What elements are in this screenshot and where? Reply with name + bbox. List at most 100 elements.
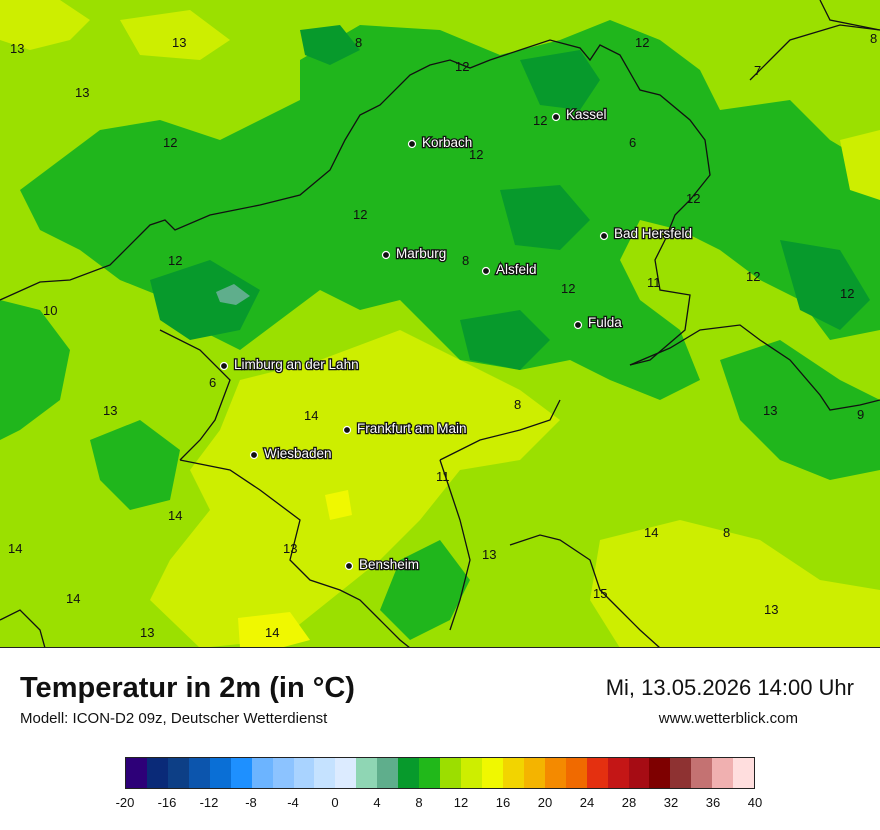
region-borders (0, 0, 880, 648)
temperature-value: 11 (647, 275, 661, 290)
temperature-value: 12 (168, 253, 182, 268)
legend-tick-label: 20 (537, 795, 553, 810)
temperature-value: 11 (436, 469, 450, 484)
legend-tick-label: -12 (199, 795, 219, 810)
city-marker (342, 425, 352, 435)
legend-swatch (167, 758, 189, 788)
legend-tick-label: 16 (495, 795, 511, 810)
temperature-value: 6 (209, 375, 216, 390)
legend-swatch (440, 758, 461, 788)
temperature-value: 9 (857, 407, 864, 422)
temperature-value: 10 (43, 303, 57, 318)
city-fulda[interactable]: Fulda (573, 314, 624, 331)
cities: Kassel Korbach Bad Hersfeld Marburg Alsf… (219, 106, 693, 573)
temperature-value: 12 (561, 281, 575, 296)
city-marker (249, 450, 259, 460)
temperature-value: 12 (686, 191, 700, 206)
legend-tick-label: 12 (453, 795, 469, 810)
legend-swatch (188, 758, 210, 788)
city-marker (381, 250, 391, 260)
temperature-value: 13 (763, 403, 777, 418)
temperature-value: 13 (482, 547, 496, 562)
city-label: Bad Hersfeld (614, 226, 692, 241)
temperature-value: 13 (140, 625, 154, 640)
legend-swatch (398, 758, 420, 788)
legend-tick-label: -4 (287, 795, 299, 810)
temperature-value: 12 (163, 135, 177, 150)
legend-tick-label: -20 (115, 795, 135, 810)
city-bad-hersfeld[interactable]: Bad Hersfeld (599, 225, 693, 242)
legend-tick-label: 32 (663, 795, 679, 810)
temperature-value: 7 (754, 63, 761, 78)
city-wiesbaden[interactable]: Wiesbaden (249, 445, 333, 462)
city-label: Korbach (422, 135, 472, 150)
legend-swatch (586, 758, 608, 788)
legend-swatch (377, 758, 399, 788)
legend-swatch (733, 758, 755, 788)
legend-swatch (565, 758, 587, 788)
temperature-value: 15 (593, 586, 607, 601)
temperature-values: 13 13 8 12 8 12 7 13 12 12 12 6 12 12 12… (8, 31, 877, 640)
city-label: Bensheim (359, 557, 419, 572)
legend-swatch (607, 758, 629, 788)
temperature-value: 13 (764, 602, 778, 617)
city-limburg-an-der-lahn[interactable]: Limburg an der Lahn (219, 356, 360, 373)
city-bensheim[interactable]: Bensheim (344, 556, 420, 573)
temperature-field (0, 0, 880, 648)
legend-swatch (230, 758, 252, 788)
temperature-value: 14 (8, 541, 22, 556)
legend-tick-label: -16 (157, 795, 177, 810)
city-label: Wiesbaden (264, 446, 332, 461)
city-alsfeld[interactable]: Alsfeld (481, 261, 538, 278)
city-marker (219, 361, 229, 371)
temperature-value: 8 (870, 31, 877, 46)
temperature-value: 12 (353, 207, 367, 222)
city-label: Limburg an der Lahn (234, 357, 359, 372)
legend-swatch (335, 758, 357, 788)
city-marker (344, 561, 354, 571)
temperature-value: 14 (304, 408, 318, 423)
temperature-value: 12 (635, 35, 649, 50)
legend-swatch (502, 758, 524, 788)
temperature-value: 13 (172, 35, 186, 50)
temperature-value: 8 (514, 397, 521, 412)
legend-swatch (356, 758, 378, 788)
city-label: Marburg (396, 246, 446, 261)
temperature-map: 13 13 8 12 8 12 7 13 12 12 12 6 12 12 12… (0, 0, 880, 648)
temperature-value: 12 (840, 286, 854, 301)
legend-swatch (209, 758, 231, 788)
city-marker (407, 139, 417, 149)
city-marker (481, 266, 491, 276)
legend-swatch (272, 758, 294, 788)
forecast-datetime: Mi, 13.05.2026 14:00 Uhr (605, 675, 854, 700)
legend-swatch (670, 758, 692, 788)
city-label: Kassel (566, 107, 607, 122)
legend-tick-label: -8 (245, 795, 257, 810)
legend-swatch (126, 758, 147, 788)
city-korbach[interactable]: Korbach (407, 134, 474, 151)
temperature-value: 14 (644, 525, 658, 540)
legend-swatch (481, 758, 503, 788)
temperature-value: 12 (469, 147, 483, 162)
website-link[interactable]: www.wetterblick.com (658, 710, 798, 727)
city-label: Fulda (588, 315, 622, 330)
temperature-value: 12 (746, 269, 760, 284)
legend-swatch (251, 758, 273, 788)
temperature-value: 13 (283, 541, 297, 556)
legend-tick-label: 0 (331, 795, 339, 810)
temperature-value: 8 (462, 253, 469, 268)
city-frankfurt-am-main[interactable]: Frankfurt am Main (342, 420, 468, 437)
city-marburg[interactable]: Marburg (381, 245, 448, 262)
temperature-value: 6 (629, 135, 636, 150)
legend-swatch (419, 758, 441, 788)
temperature-value: 13 (103, 403, 117, 418)
model-subtitle: Modell: ICON-D2 09z, Deutscher Wetterdie… (20, 710, 328, 727)
legend-swatch (628, 758, 650, 788)
city-kassel[interactable]: Kassel (551, 106, 608, 123)
temperature-value: 13 (10, 41, 24, 56)
legend-swatch (691, 758, 713, 788)
legend-tick-label: 36 (705, 795, 721, 810)
legend-tick-label: 40 (747, 795, 763, 810)
legend-swatch (712, 758, 734, 788)
temperature-value: 12 (455, 59, 469, 74)
